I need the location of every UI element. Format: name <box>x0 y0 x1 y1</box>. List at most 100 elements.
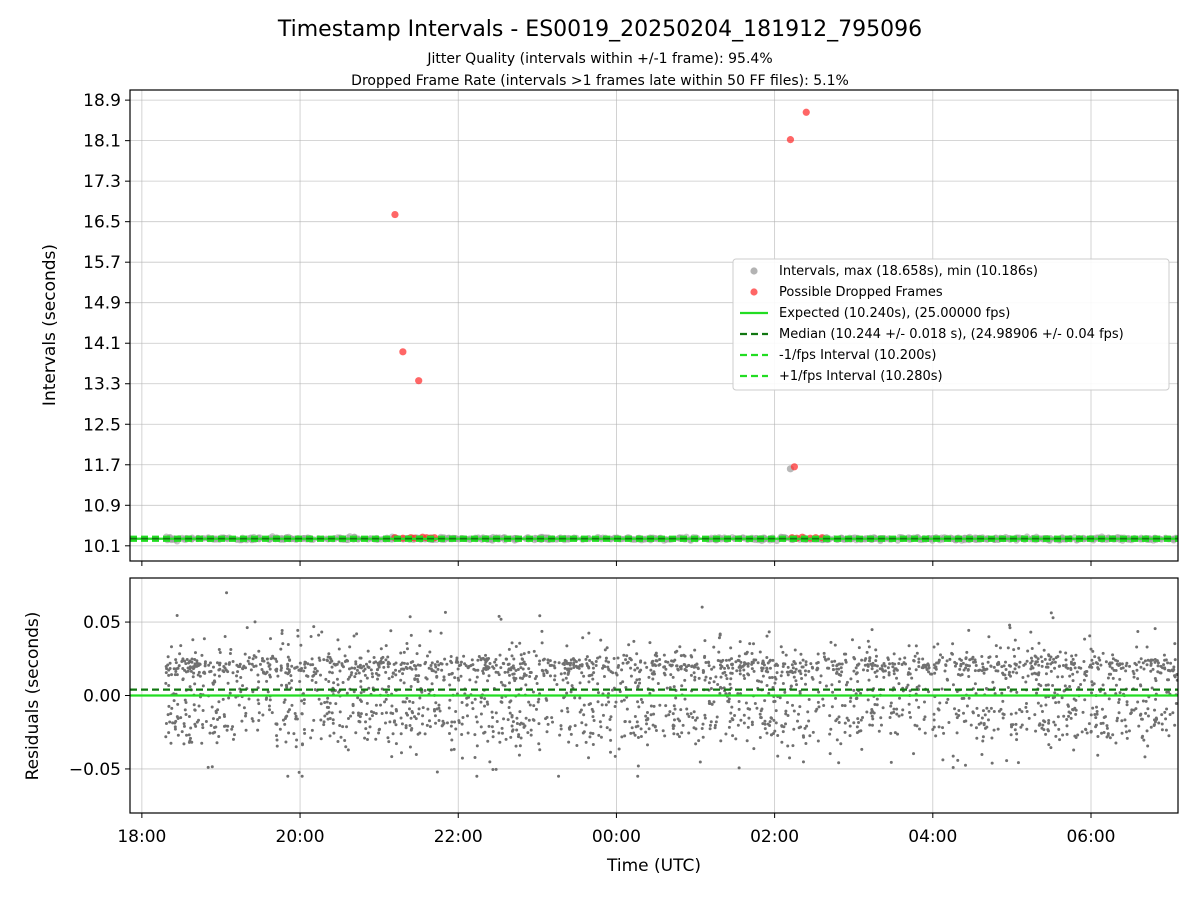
residuals-residual-point <box>628 720 632 724</box>
residuals-residual-point <box>520 677 524 681</box>
residuals-residual-point <box>689 712 693 716</box>
residuals-residual-point <box>1072 697 1076 701</box>
residuals-residual-point <box>376 677 380 681</box>
residuals-residual-point <box>515 728 519 732</box>
residuals-residual-point <box>1067 714 1071 718</box>
residuals-residual-point <box>460 722 464 726</box>
residuals-residual-point <box>394 723 398 727</box>
residuals-residual-point <box>867 678 871 682</box>
residuals-residual-point <box>1139 665 1143 669</box>
residuals-residual-point <box>776 754 780 758</box>
residuals-residual-point <box>228 661 232 665</box>
residuals-residual-point <box>529 671 533 675</box>
residuals-residual-point <box>611 671 615 675</box>
residuals-residual-point <box>613 705 617 709</box>
residuals-residual-point <box>201 722 205 726</box>
residuals-residual-point <box>345 725 349 729</box>
residuals-residual-point <box>217 735 221 739</box>
residuals-residual-point <box>289 674 293 678</box>
residuals-residual-point <box>1015 690 1019 694</box>
residuals-residual-point <box>730 657 734 661</box>
residuals-residual-point <box>917 727 921 731</box>
residuals-residual-point <box>752 669 756 673</box>
residuals-residual-point <box>294 745 298 749</box>
residuals-residual-point <box>1058 738 1062 742</box>
residuals-residual-point <box>397 669 401 673</box>
residuals-residual-point <box>718 691 722 695</box>
residuals-residual-point <box>416 732 420 736</box>
residuals-residual-point <box>386 662 390 666</box>
residuals-residual-point <box>455 656 459 660</box>
residuals-residual-point <box>558 733 562 737</box>
residuals-residual-point <box>306 674 310 678</box>
residuals-residual-point <box>399 716 403 720</box>
residuals-residual-point <box>175 613 179 617</box>
residuals-residual-point <box>844 660 848 664</box>
intervals-data-point <box>399 348 407 356</box>
residuals-residual-point <box>439 631 443 635</box>
residuals-residual-point <box>330 671 334 675</box>
residuals-residual-point <box>1123 718 1127 722</box>
residuals-residual-point <box>570 684 574 688</box>
intervals-y-tick-label: 11.7 <box>83 456 121 476</box>
residuals-residual-point <box>474 715 478 719</box>
residuals-residual-point <box>454 710 458 714</box>
residuals-residual-point <box>542 674 546 678</box>
residuals-residual-point <box>332 731 336 735</box>
residuals-residual-point <box>1141 661 1145 665</box>
residuals-residual-point <box>330 659 334 663</box>
residuals-residual-point <box>218 650 222 654</box>
residuals-residual-point <box>1015 738 1019 742</box>
residuals-residual-point <box>768 658 772 662</box>
residuals-residual-point <box>649 668 653 672</box>
residuals-residual-point <box>693 648 697 652</box>
residuals-residual-point <box>1014 662 1018 666</box>
residuals-residual-point <box>1044 672 1048 676</box>
residuals-residual-point <box>453 720 457 724</box>
residuals-residual-point <box>499 700 503 704</box>
residuals-residual-point <box>655 654 659 658</box>
residuals-residual-point <box>629 666 633 670</box>
residuals-residual-point <box>596 656 600 660</box>
residuals-residual-point <box>804 673 808 677</box>
residuals-residual-point <box>908 667 912 671</box>
residuals-residual-point <box>664 714 668 718</box>
residuals-residual-point <box>460 756 464 760</box>
residuals-residual-point <box>569 732 573 736</box>
residuals-residual-point <box>917 657 921 661</box>
residuals-residual-point <box>287 731 291 735</box>
residuals-residual-point <box>654 659 658 663</box>
residuals-residual-point <box>338 723 342 727</box>
residuals-residual-point <box>336 683 340 687</box>
residuals-residual-point <box>191 667 195 671</box>
residuals-residual-point <box>616 656 620 660</box>
residuals-residual-point <box>470 701 474 705</box>
residuals-residual-point <box>473 668 477 672</box>
residuals-residual-point <box>587 703 591 707</box>
residuals-residual-point <box>300 774 304 778</box>
residuals-residual-point <box>773 664 777 668</box>
residuals-residual-point <box>527 667 531 671</box>
residuals-residual-point <box>573 724 577 728</box>
residuals-residual-point <box>605 726 609 730</box>
residuals-residual-point <box>1146 744 1150 748</box>
residuals-residual-point <box>868 656 872 660</box>
residuals-residual-point <box>185 657 189 661</box>
residuals-residual-point <box>837 715 841 719</box>
residuals-residual-point <box>394 707 398 711</box>
residuals-residual-point <box>1072 663 1076 667</box>
residuals-residual-point <box>428 650 432 654</box>
residuals-residual-point <box>172 667 176 671</box>
residuals-residual-point <box>799 652 803 656</box>
residuals-residual-point <box>1037 641 1041 645</box>
residuals-residual-point <box>368 725 372 729</box>
residuals-residual-point <box>597 733 601 737</box>
residuals-residual-point <box>423 662 427 666</box>
residuals-residual-point <box>267 704 271 708</box>
residuals-residual-point <box>339 735 343 739</box>
residuals-residual-point <box>251 657 255 661</box>
residuals-residual-point <box>816 700 820 704</box>
residuals-residual-point <box>1009 712 1013 716</box>
residuals-residual-point <box>624 658 628 662</box>
residuals-residual-point <box>684 668 688 672</box>
